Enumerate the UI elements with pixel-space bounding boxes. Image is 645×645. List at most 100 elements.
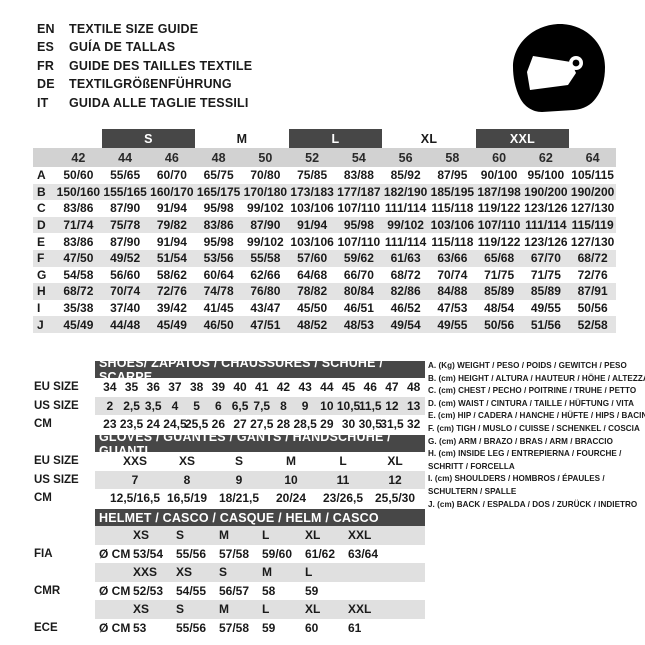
legend-line: D. (cm) WAIST / CINTURA / TAILLE / HÜFTU… (428, 398, 634, 408)
size-cell: 27 (233, 417, 247, 432)
size-cell: 2 (106, 398, 114, 413)
size-cell: 48 (406, 380, 421, 395)
measurement-cell: 47/51 (250, 317, 281, 332)
helmet-size-label: XXL (348, 602, 372, 617)
helmet-size-label: XL (305, 602, 321, 617)
helmet-size-label: L (262, 602, 270, 617)
helmet-diameter-cell: 59 (305, 583, 319, 598)
measurement-cell: 70/74 (110, 284, 141, 299)
size-cell: L (339, 454, 347, 469)
measurement-legend: A. (Kg) WEIGHT / PESO / POIDS / GEWITCH … (428, 360, 645, 511)
measurement-cell: 87/90 (250, 218, 281, 233)
size-band-xl: XL (420, 131, 438, 146)
measurement-cell: 46/51 (343, 301, 374, 316)
legend-line: G. (cm) ARM / BRAZO / BRAS / ARM / BRACC… (428, 436, 613, 446)
size-band-xxl: XXL (475, 129, 570, 148)
size-cell: 10 (284, 472, 298, 487)
measurement-cell: 61/63 (390, 251, 421, 266)
row-key-b: B (37, 184, 46, 199)
legend-line: E. (cm) HIP / CADERA / HANCHE / HÜFTE / … (428, 411, 645, 421)
size-cell: 41 (255, 380, 269, 395)
measurement-cell: 173/183 (290, 184, 334, 199)
measurement-cell: 41/45 (203, 301, 234, 316)
title-text-en: TEXTILE SIZE GUIDE (69, 22, 199, 36)
helmet-size-label: S (176, 602, 185, 617)
size-number-cell: 46 (164, 150, 179, 165)
helmet-size-header-row: XXS XS S M L (95, 563, 425, 582)
measurement-cell: 51/56 (530, 317, 561, 332)
size-cell: 43 (298, 380, 312, 395)
size-cell: 3,5 (144, 398, 162, 413)
size-cell: 11 (336, 472, 350, 487)
measurement-cell: 127/130 (570, 234, 615, 249)
size-cell: XXS (122, 454, 147, 469)
helmet-table-header: HELMET / CASCO / CASQUE / HELM / CASCO (95, 509, 425, 526)
measurement-cell: 95/98 (343, 218, 374, 233)
size-band-s: S (101, 129, 196, 148)
table-row: EU SIZE 34 35 36 37 38 39 40 41 42 43 44 45 46 47 48 (34, 378, 425, 397)
measurement-cell: 75/78 (110, 218, 141, 233)
table-row: EU SIZE XXS XS S M L XL (34, 452, 425, 471)
table-row: G 54/58 56/60 58/62 60/64 62/66 64/68 66/70 68/7… (33, 267, 616, 284)
measurement-cell: 48/52 (297, 317, 328, 332)
size-number-cell: 62 (538, 150, 553, 165)
measurement-cell: 82/86 (390, 284, 421, 299)
measurement-cell: 123/126 (524, 234, 568, 249)
size-cell: 11,5 (358, 398, 382, 413)
language-code-it: IT (37, 95, 49, 110)
legend-line: F. (cm) TIGH / MUSLO / CUISSE / SCHENKEL… (428, 423, 640, 433)
measurement-cell: 83/88 (343, 168, 374, 183)
size-number-row: 42 44 46 48 50 52 54 56 58 60 62 64 (33, 148, 616, 167)
measurement-cell: 87/90 (110, 234, 141, 249)
helmet-diameter-cell: 54/55 (176, 583, 207, 598)
size-cell: M (286, 454, 296, 469)
size-cell: 8 (280, 398, 287, 413)
table-row: F 47/50 49/52 51/54 53/56 55/58 57/60 59/62 61/6… (33, 249, 616, 267)
measurement-cell: 71/75 (484, 267, 515, 282)
legend-line: C. (cm) CHEST / PECHO / POITRINE / TRUHE… (428, 386, 637, 396)
measurement-cell: 107/110 (337, 234, 381, 249)
helmet-size-label: M (219, 528, 229, 543)
row-key-f: F (37, 251, 45, 266)
legend-line: H. (cm) INSIDE LEG / ENTREPIERNA / FOURC… (428, 449, 622, 459)
size-cell: 45 (341, 380, 356, 395)
size-cell: 16,5/19 (166, 491, 208, 506)
measurement-cell: 119/122 (477, 234, 521, 249)
size-cell: 35 (124, 380, 139, 395)
measurement-cell: 45/49 (156, 317, 187, 332)
helmet-table: HELMET / CASCO / CASQUE / HELM / CASCO X… (34, 509, 425, 637)
size-cell: 4 (171, 398, 179, 413)
size-number-cell: 60 (492, 150, 507, 165)
row-key-j: J (37, 317, 44, 332)
measurement-cell: 87/95 (437, 168, 468, 183)
gloves-table: GLOVES / GUANTES / GANTS / HANDSCHUHE / … (34, 430, 425, 508)
table-row: US SIZE 7 8 9 10 11 12 (34, 470, 425, 489)
size-number-cell: 64 (585, 150, 600, 165)
gloves-table-body: EU SIZE XXS XS S M L XL US SIZE 7 8 9 10 11 12 CM 12,5/… (34, 452, 425, 508)
size-cell: 12,5/16,5 (109, 491, 161, 506)
measurement-cell: 182/190 (383, 184, 428, 199)
helmet-diameter-cell: 59/60 (262, 546, 293, 561)
legend-line: SCHRITT / FORCELLA (428, 461, 515, 471)
helmet-size-label: M (262, 565, 272, 580)
size-cell: XL (387, 454, 403, 469)
size-cell: 12 (388, 472, 402, 487)
size-cell: 18/21,5 (218, 491, 260, 506)
size-number-cell: 58 (445, 150, 460, 165)
helmet-standard-label: FIA (34, 547, 53, 560)
measurement-cell: 91/94 (156, 201, 187, 216)
size-number-cell: 48 (211, 150, 226, 165)
helmet-size-label: S (219, 565, 228, 580)
table-row: A 50/60 55/65 60/70 65/75 70/80 75/85 83/88 85/9… (33, 167, 616, 184)
measurement-cell: 48/53 (343, 317, 374, 332)
title-row-es: ES GUÍA DE TALLAS (37, 40, 252, 58)
size-cell: 8 (183, 472, 191, 487)
helmet-diameter-cell: 55/56 (176, 546, 207, 561)
motorcycle-helmet-icon (508, 22, 612, 122)
title-row-fr: FR GUIDE DES TAILLES TEXTILE (37, 59, 252, 77)
size-cell: 10 (320, 398, 334, 413)
measurement-cell: 190/200 (570, 184, 615, 199)
main-table-body: A 50/60 55/65 60/70 65/75 70/80 75/85 83/88 85/9… (33, 167, 616, 333)
measurement-cell: 58/62 (156, 267, 187, 282)
measurement-cell: 70/80 (250, 168, 281, 183)
